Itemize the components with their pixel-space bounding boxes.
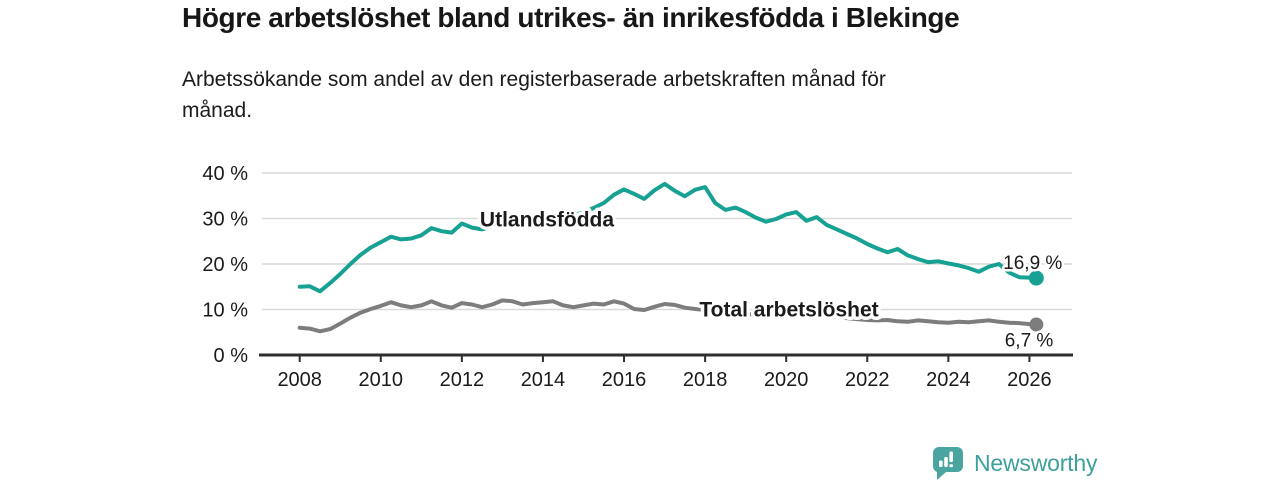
- x-axis: 2008 2010 2012 2014 2016 2018 2020 2022 2024 2026: [259, 353, 1073, 391]
- x-tick-label: 2026: [1007, 369, 1052, 391]
- y-tick-label: 0 %: [214, 345, 249, 367]
- y-tick-label: 20 %: [202, 254, 248, 276]
- y-tick-label: 10 %: [202, 300, 248, 322]
- brand-name: Newsworthy: [974, 449, 1098, 476]
- series-lines: [297, 181, 1039, 334]
- y-tick-label: 40 %: [202, 163, 248, 185]
- x-tick-label: 2016: [602, 369, 647, 391]
- x-tick-label: 2008: [277, 369, 322, 391]
- x-tick-label: 2024: [926, 369, 971, 391]
- x-tick-label: 2018: [683, 369, 728, 391]
- x-tick-label: 2010: [359, 369, 404, 391]
- series-endpoint-dot: [1028, 270, 1044, 286]
- series-end-value-label: 16,9 %: [1003, 253, 1062, 274]
- series-line-utlandsfodda: [297, 181, 1039, 294]
- brand-footer: Newsworthy: [931, 446, 1097, 480]
- gridlines: [262, 172, 1072, 311]
- y-tick-label: 30 %: [202, 209, 248, 231]
- series-end-value-label: 6,7 %: [1005, 331, 1054, 352]
- series-line-total: [297, 298, 1039, 334]
- series-endpoint-dot: [1029, 317, 1044, 332]
- page-title: Högre arbetslöshet bland utrikes- än inr…: [182, 2, 960, 33]
- y-axis-labels: 0 % 10 % 20 % 30 % 40 %: [202, 163, 248, 367]
- x-tick-label: 2022: [845, 369, 890, 391]
- newsworthy-logo-icon: [932, 447, 963, 480]
- x-tick-label: 2020: [764, 369, 809, 391]
- chart-subtitle: Arbetssökande som andel av den registerb…: [182, 68, 886, 122]
- series-inline-label: Total arbetslöshet: [699, 299, 878, 322]
- series-labels-and-dots: 16,9 % Utlandsfödda 6,7 % Total arbetslöshe…: [476, 205, 1065, 354]
- x-tick-label: 2014: [521, 369, 566, 391]
- series-inline-label: Utlandsfödda: [480, 208, 614, 231]
- x-tick-label: 2012: [440, 369, 485, 391]
